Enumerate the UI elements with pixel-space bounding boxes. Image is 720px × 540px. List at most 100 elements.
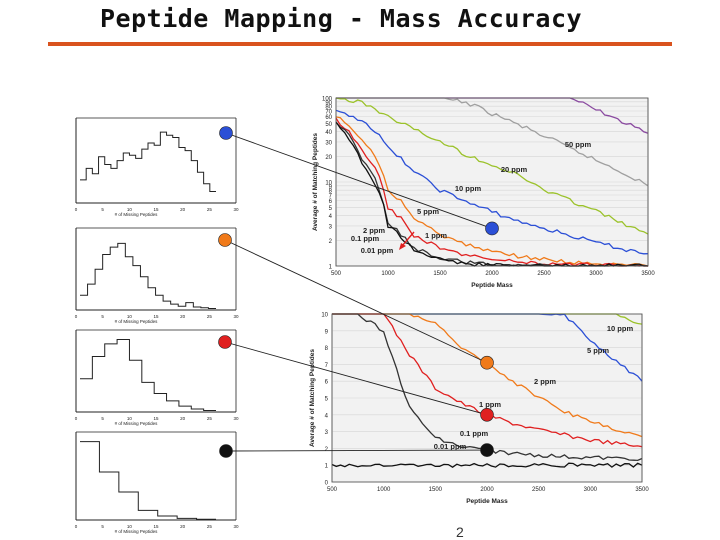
hist-tick-label: 10 (127, 207, 133, 212)
y-tick-label: 10 (325, 181, 332, 187)
hist-tick-label: 15 (153, 314, 159, 319)
series-label: 1 ppm (479, 400, 501, 409)
connector-line (225, 449, 488, 452)
x-tick-label: 3000 (584, 487, 598, 493)
series-label: 0.01 ppm (361, 246, 394, 255)
y-tick-label: 1 (329, 265, 333, 271)
hist-tick-label: 15 (153, 207, 159, 212)
y-tick-label: 2 (329, 239, 333, 245)
y-tick-label: 8 (325, 346, 329, 352)
marker-red (218, 335, 232, 349)
hist-tick-label: 30 (233, 207, 239, 212)
hist-x-label: # of Missing Peptides (115, 212, 159, 217)
hist-tick-label: 0 (75, 416, 78, 421)
hist-steps (80, 131, 216, 192)
series-label: 5 ppm (417, 207, 439, 216)
y-tick-label: 8 (329, 189, 333, 195)
y-tick-label: 7 (329, 194, 333, 200)
connector-line (225, 132, 493, 229)
series-label: 20 ppm (501, 165, 528, 174)
y-tick-label: 60 (325, 115, 332, 121)
hist-tick-label: 25 (207, 314, 213, 319)
x-axis-label: Peptide Mass (471, 282, 513, 289)
x-tick-label: 3000 (589, 271, 603, 277)
x-tick-label: 3500 (641, 271, 655, 277)
hist-tick-label: 15 (153, 416, 159, 421)
histogram-orange (75, 227, 237, 311)
hist-tick-label: 20 (180, 524, 186, 529)
y-axis-label: Average # of Matching Peptides (312, 133, 319, 231)
x-tick-label: 2500 (532, 487, 546, 493)
hist-x-label: # of Missing Peptides (115, 319, 159, 324)
x-tick-label: 3500 (635, 487, 649, 493)
marker-orange (218, 233, 232, 247)
y-tick-label: 100 (322, 97, 333, 103)
y-tick-label: 3 (325, 430, 329, 436)
y-tick-label: 9 (329, 184, 333, 190)
slide-title: Peptide Mapping - Mass Accuracy (100, 4, 583, 33)
annotation-arrow-head (399, 243, 406, 250)
hist-x-label: # of Missing Peptides (115, 529, 159, 534)
title-underline (48, 42, 672, 46)
x-tick-label: 2000 (485, 271, 499, 277)
x-tick-label: 1000 (377, 487, 391, 493)
connector-line (224, 341, 488, 416)
x-tick-label: 2000 (480, 487, 494, 493)
series-label: 1 ppm (425, 231, 447, 240)
histogram-black (75, 431, 237, 521)
hist-x-label: # of Missing Peptides (115, 421, 159, 426)
hist-tick-label: 5 (101, 207, 104, 212)
y-tick-label: 3 (329, 224, 333, 230)
connector-line (224, 239, 488, 364)
x-tick-label: 1000 (381, 271, 395, 277)
y-tick-label: 0 (325, 481, 329, 487)
hist-steps (80, 242, 216, 310)
hist-tick-label: 0 (75, 314, 78, 319)
y-tick-label: 50 (325, 122, 332, 128)
hist-steps (80, 441, 216, 520)
marker-black (219, 444, 233, 458)
x-tick-label: 1500 (429, 487, 443, 493)
y-axis-label: Average # of Matching Peptides (309, 349, 316, 447)
y-tick-label: 30 (325, 140, 332, 146)
marker-black-on-chart (480, 443, 494, 457)
hist-tick-label: 30 (233, 524, 239, 529)
hist-steps (80, 338, 216, 412)
hist-tick-label: 0 (75, 207, 78, 212)
y-tick-label: 90 (325, 100, 332, 106)
hist-tick-label: 20 (180, 207, 186, 212)
y-tick-label: 1 (325, 464, 329, 470)
y-tick-label: 4 (329, 214, 333, 220)
series-line-2-ppm (335, 116, 649, 267)
hist-tick-label: 25 (207, 416, 213, 421)
y-tick-label: 4 (325, 413, 329, 419)
hist-tick-label: 10 (127, 314, 133, 319)
page-number: 2 (456, 524, 464, 540)
series-label: 2 ppm (534, 377, 556, 386)
series-label: 0.1 ppm (460, 429, 489, 438)
chart-1 (335, 97, 649, 267)
y-tick-label: 20 (325, 155, 332, 161)
series-line-0-01-ppm (331, 462, 643, 468)
histogram-blue (75, 117, 237, 204)
histogram-red (75, 329, 237, 413)
x-axis-label: Peptide Mass (466, 498, 508, 505)
hist-tick-label: 0 (75, 524, 78, 529)
y-tick-label: 6 (329, 199, 333, 205)
hist-tick-label: 10 (127, 524, 133, 529)
hist-tick-label: 25 (207, 524, 213, 529)
series-label: 2 ppm (363, 226, 385, 235)
hist-tick-label: 25 (207, 207, 213, 212)
plot-frame (335, 97, 649, 267)
hist-tick-label: 30 (233, 416, 239, 421)
hist-tick-label: 30 (233, 314, 239, 319)
series-line-5-ppm (335, 109, 649, 255)
marker-orange-on-chart (480, 355, 494, 370)
series-label: 0.1 ppm (351, 234, 380, 243)
y-tick-label: 6 (325, 380, 329, 386)
hist-tick-label: 10 (127, 416, 133, 421)
marker-blue-on-chart (485, 221, 499, 236)
x-tick-label: 500 (327, 487, 338, 493)
marker-red-on-chart (480, 407, 494, 422)
hist-tick-label: 5 (101, 416, 104, 421)
